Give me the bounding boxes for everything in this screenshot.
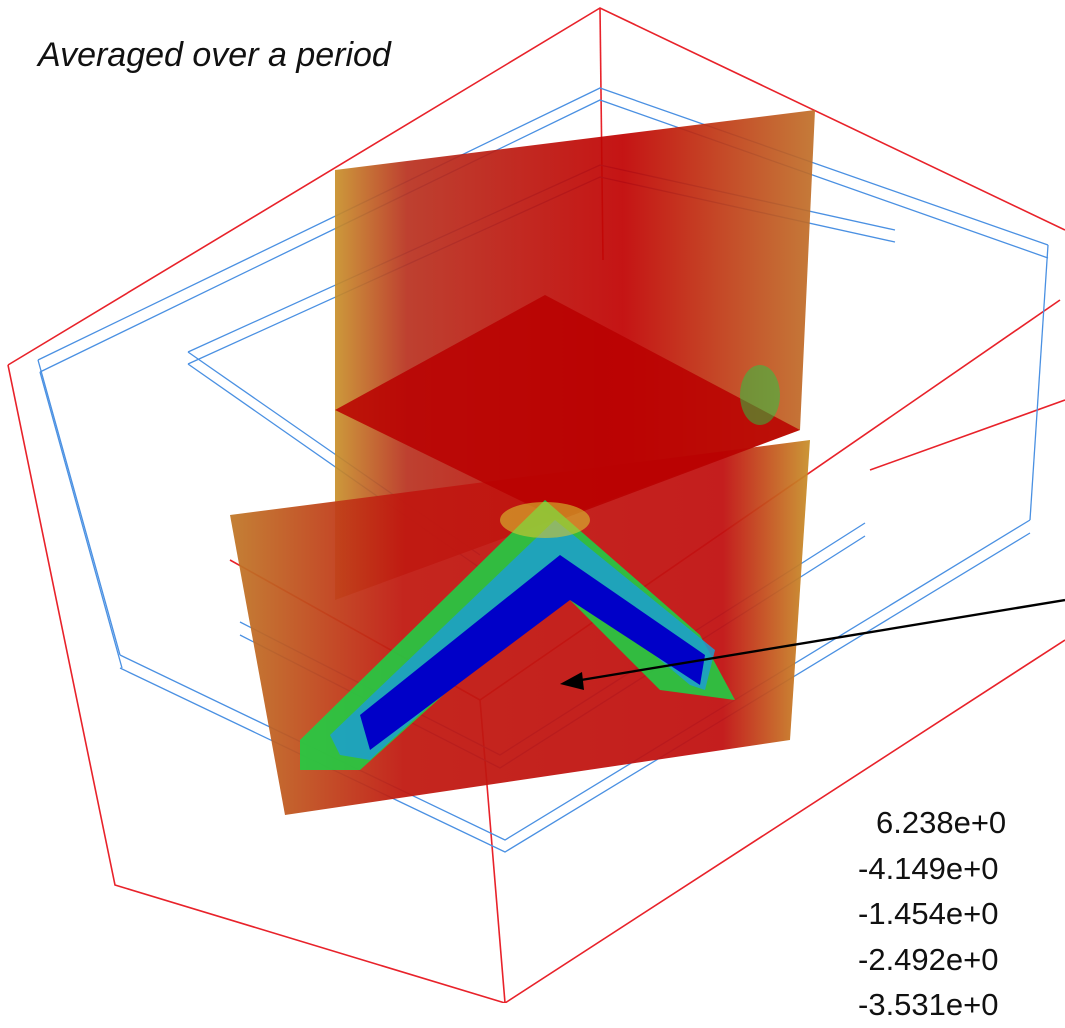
caption-text: Averaged over a period	[38, 36, 391, 74]
legend-value: -2.492e+0	[858, 941, 999, 977]
low-value-core	[300, 500, 735, 770]
visualization-canvas: Averaged over a period 6.238e+0 -4.149e+…	[7, 7, 1065, 1022]
color-legend-values: 6.238e+0 -4.149e+0 -1.454e+0 -2.492e+0 -…	[858, 800, 1006, 1028]
legend-value: -4.149e+0	[858, 850, 999, 886]
legend-value: -3.531e+0	[858, 987, 999, 1022]
legend-value: -1.454e+0	[858, 896, 999, 931]
inner-frame-wireframes	[37, 87, 1049, 853]
field-slice-planes	[230, 110, 815, 815]
horizontal-plane	[335, 295, 800, 520]
pointer-arrow	[560, 598, 1065, 690]
legend-value: 6.238e+0	[876, 805, 1007, 840]
